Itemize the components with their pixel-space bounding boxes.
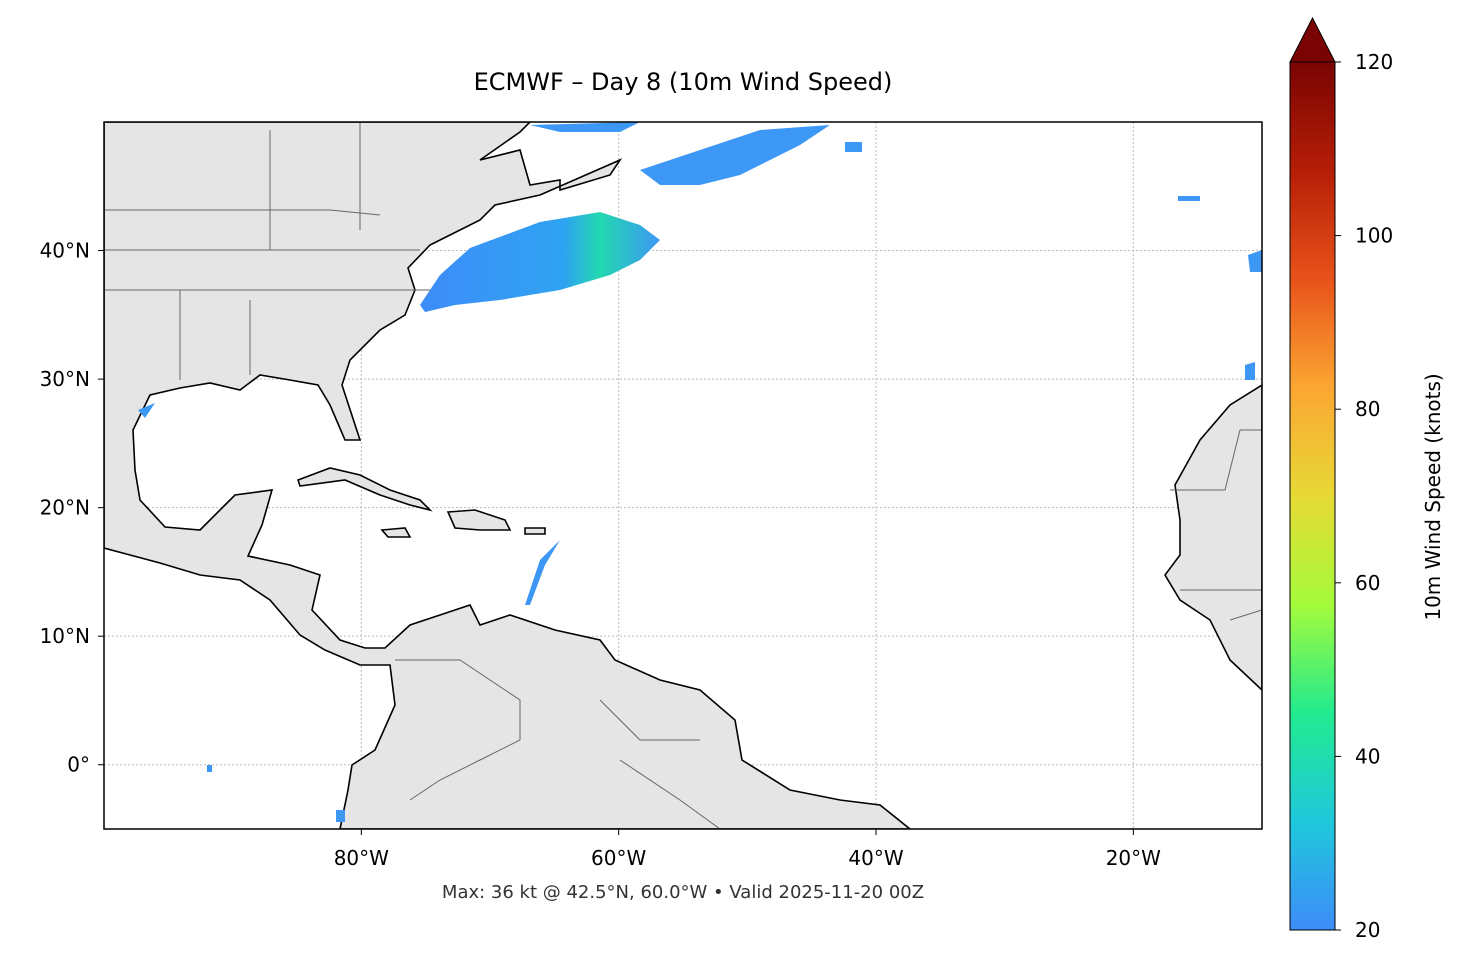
y-tick-label: 10°N — [40, 624, 90, 648]
colorbar-tick-label: 20 — [1355, 918, 1380, 942]
y-tick-label: 0° — [67, 753, 90, 777]
y-tick-label: 20°N — [40, 496, 90, 520]
x-tick-label: 20°W — [1106, 846, 1161, 870]
hispaniola — [446, 509, 512, 531]
cuba — [296, 467, 433, 512]
footer-note: Max: 36 kt @ 42.5°N, 60.0°W • Valid 2025… — [442, 882, 924, 903]
jamaica — [380, 527, 412, 538]
x-tick-label: 80°W — [334, 846, 389, 870]
colorbar-tick-label: 120 — [1355, 50, 1393, 74]
colorbar-tick-label: 80 — [1355, 397, 1380, 421]
map-area — [104, 122, 1262, 829]
x-tick-label: 40°W — [848, 846, 903, 870]
africa — [1164, 384, 1262, 692]
colorbar-body — [1289, 61, 1336, 931]
puerto-rico — [524, 527, 546, 535]
colorbar-tick-label: 40 — [1355, 744, 1380, 768]
colorbar-extend — [1289, 16, 1336, 63]
americas — [104, 122, 912, 829]
colorbar-label: 10m Wind Speed (knots) — [1421, 373, 1445, 620]
y-tick-label: 30°N — [40, 367, 90, 391]
map-frame — [103, 121, 1263, 830]
colorbar-tick-label: 60 — [1355, 571, 1380, 595]
wind-field — [138, 122, 1262, 822]
map-title: ECMWF – Day 8 (10m Wind Speed) — [474, 68, 893, 96]
borders — [104, 122, 1262, 829]
colorbar-tick-label: 100 — [1355, 224, 1393, 248]
x-tick-label: 60°W — [591, 846, 646, 870]
y-tick-label: 40°N — [40, 239, 90, 263]
